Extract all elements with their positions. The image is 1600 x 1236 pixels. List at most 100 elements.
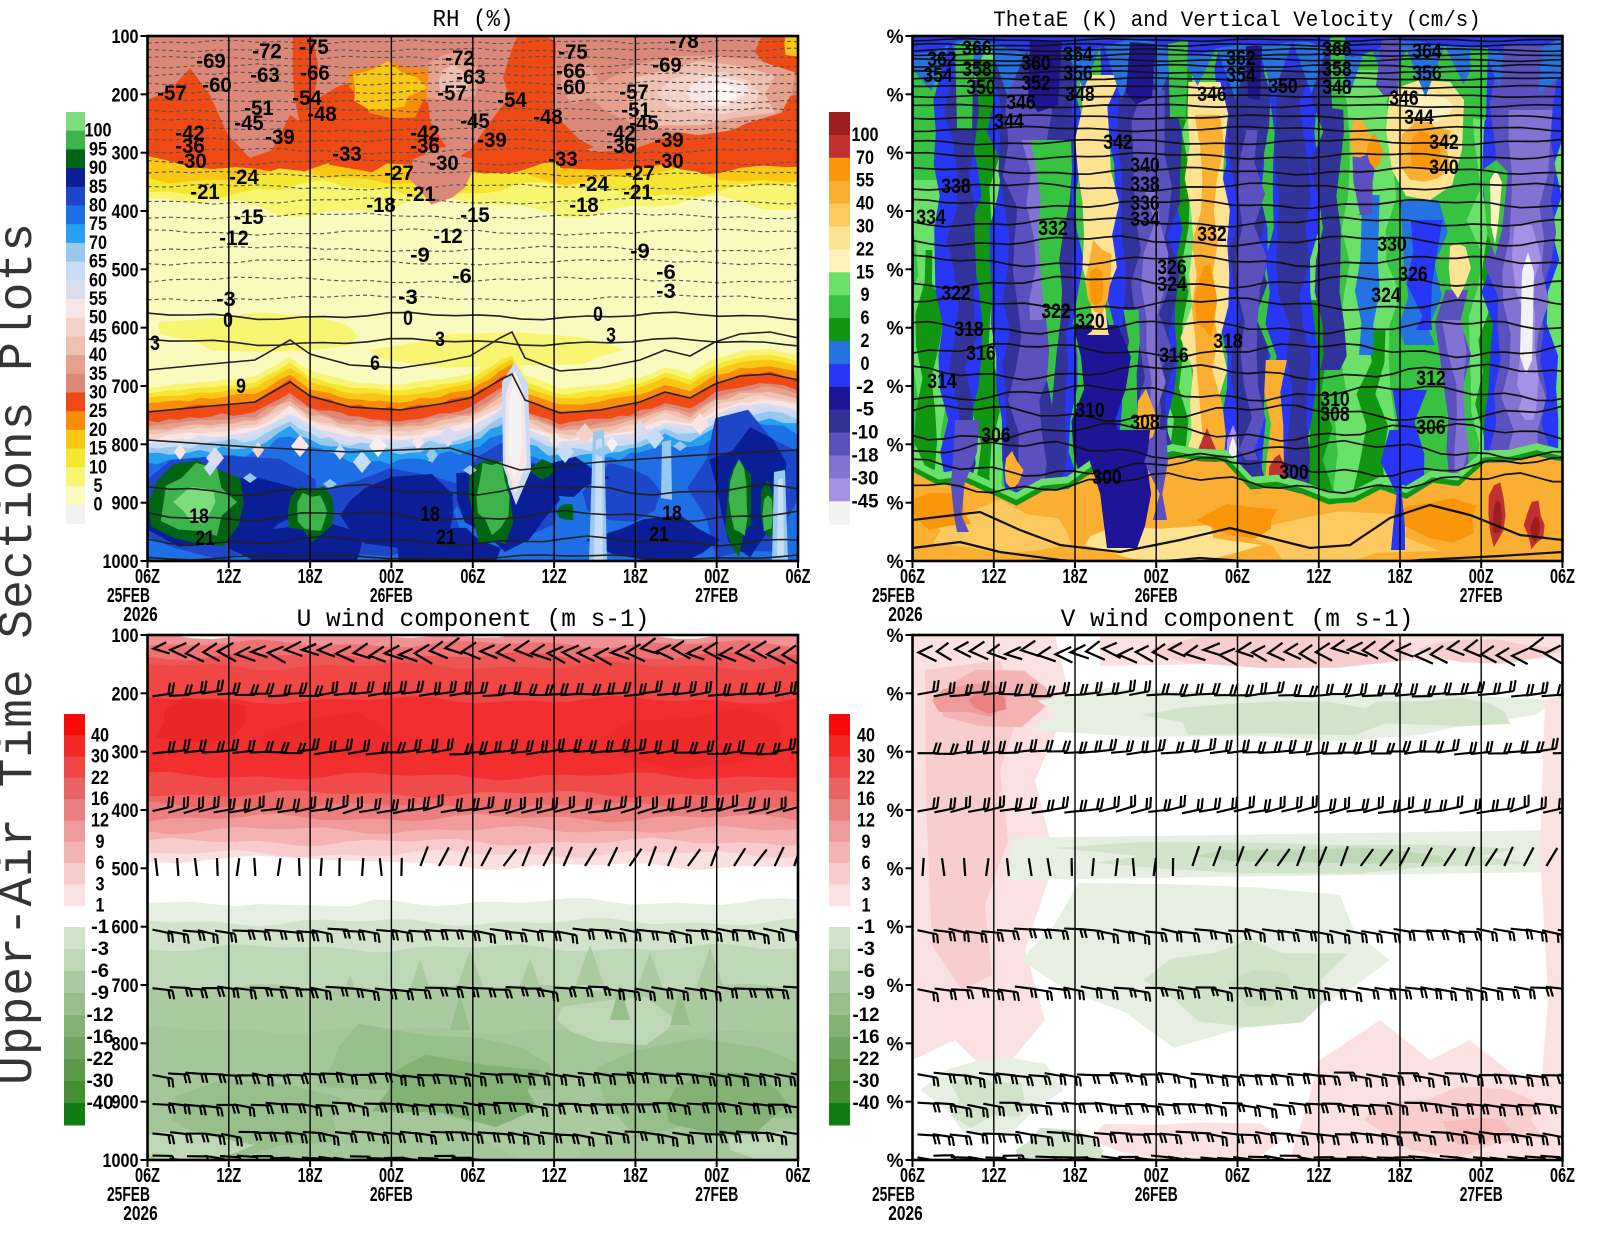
svg-text:354: 354 bbox=[1226, 64, 1256, 87]
svg-text:-27: -27 bbox=[625, 162, 654, 185]
svg-text:0: 0 bbox=[403, 307, 413, 330]
svg-text:-10: -10 bbox=[852, 423, 879, 444]
svg-text:500: 500 bbox=[112, 260, 139, 281]
svg-text:332: 332 bbox=[1038, 217, 1067, 240]
svg-text:12Z: 12Z bbox=[981, 1165, 1006, 1187]
svg-text:-9: -9 bbox=[410, 244, 430, 267]
svg-text:%: % bbox=[887, 552, 904, 573]
svg-text:27FEB: 27FEB bbox=[695, 1184, 738, 1206]
svg-text:21: 21 bbox=[436, 526, 456, 549]
svg-text:358: 358 bbox=[962, 58, 992, 81]
svg-text:334: 334 bbox=[916, 206, 946, 229]
svg-text:%: % bbox=[887, 144, 904, 165]
svg-text:18Z: 18Z bbox=[623, 1165, 648, 1187]
svg-text:366: 366 bbox=[962, 37, 991, 60]
svg-text:-22: -22 bbox=[853, 1049, 880, 1070]
svg-text:-24: -24 bbox=[229, 166, 259, 189]
svg-text:60: 60 bbox=[89, 270, 107, 291]
svg-text:0: 0 bbox=[223, 309, 233, 332]
svg-text:-18: -18 bbox=[852, 446, 879, 467]
svg-text:%: % bbox=[887, 1093, 904, 1114]
svg-text:700: 700 bbox=[112, 976, 139, 997]
svg-text:600: 600 bbox=[112, 918, 139, 939]
svg-text:-30: -30 bbox=[429, 152, 458, 175]
svg-text:25FEB: 25FEB bbox=[107, 1184, 150, 1206]
svg-text:-60: -60 bbox=[202, 74, 231, 97]
svg-text:-36: -36 bbox=[175, 135, 204, 158]
svg-text:16: 16 bbox=[857, 789, 875, 810]
svg-text:50: 50 bbox=[89, 308, 107, 329]
svg-text:18Z: 18Z bbox=[1388, 566, 1413, 588]
svg-text:Upper-Air Time Sections Plots: Upper-Air Time Sections Plots bbox=[0, 223, 46, 1085]
svg-text:-16: -16 bbox=[87, 1027, 114, 1048]
svg-text:35: 35 bbox=[89, 364, 107, 385]
svg-text:-6: -6 bbox=[452, 265, 472, 288]
svg-text:350: 350 bbox=[966, 76, 995, 99]
svg-text:12Z: 12Z bbox=[216, 566, 241, 588]
svg-text:3: 3 bbox=[96, 874, 105, 895]
svg-text:-5: -5 bbox=[856, 400, 874, 421]
svg-text:%: % bbox=[887, 202, 904, 223]
svg-text:800: 800 bbox=[112, 1034, 139, 1055]
svg-text:-57: -57 bbox=[619, 81, 648, 104]
svg-text:356: 356 bbox=[1063, 62, 1092, 85]
svg-text:40: 40 bbox=[89, 345, 107, 366]
svg-text:6: 6 bbox=[862, 853, 871, 874]
svg-text:22: 22 bbox=[91, 768, 109, 789]
svg-text:2026: 2026 bbox=[123, 604, 157, 626]
svg-text:06Z: 06Z bbox=[900, 566, 925, 588]
svg-text:25FEB: 25FEB bbox=[872, 585, 915, 607]
svg-text:18: 18 bbox=[420, 503, 440, 526]
svg-text:306: 306 bbox=[1416, 416, 1445, 439]
svg-text:300: 300 bbox=[112, 743, 139, 764]
svg-text:26FEB: 26FEB bbox=[370, 1184, 413, 1206]
svg-text:2: 2 bbox=[861, 331, 870, 352]
svg-text:356: 356 bbox=[1412, 62, 1441, 85]
svg-text:-63: -63 bbox=[250, 64, 279, 87]
svg-text:-1: -1 bbox=[857, 917, 875, 938]
svg-text:06Z: 06Z bbox=[135, 566, 160, 588]
svg-text:%: % bbox=[887, 976, 904, 997]
svg-text:15: 15 bbox=[89, 439, 107, 460]
svg-text:40: 40 bbox=[91, 725, 109, 746]
svg-text:12Z: 12Z bbox=[542, 566, 567, 588]
svg-text:362: 362 bbox=[927, 48, 956, 71]
svg-text:310: 310 bbox=[1320, 388, 1349, 411]
svg-text:344: 344 bbox=[1404, 106, 1434, 129]
svg-text:30: 30 bbox=[856, 217, 874, 238]
svg-text:-30: -30 bbox=[852, 468, 879, 489]
svg-text:-2: -2 bbox=[856, 377, 874, 398]
svg-text:-48: -48 bbox=[307, 103, 337, 126]
svg-text:-18: -18 bbox=[569, 194, 599, 217]
svg-text:-30: -30 bbox=[853, 1071, 880, 1092]
svg-text:6: 6 bbox=[370, 352, 380, 375]
svg-text:%: % bbox=[887, 85, 904, 106]
svg-text:-39: -39 bbox=[477, 129, 506, 152]
svg-text:400: 400 bbox=[112, 202, 139, 223]
svg-text:90: 90 bbox=[89, 158, 107, 179]
svg-text:-16: -16 bbox=[853, 1027, 880, 1048]
svg-text:-57: -57 bbox=[437, 82, 466, 105]
svg-text:12: 12 bbox=[857, 811, 875, 832]
svg-text:332: 332 bbox=[1197, 223, 1226, 246]
svg-text:-3: -3 bbox=[216, 288, 236, 311]
svg-text:26FEB: 26FEB bbox=[1135, 1184, 1178, 1206]
svg-text:318: 318 bbox=[1213, 330, 1243, 353]
svg-text:12Z: 12Z bbox=[1306, 1165, 1331, 1187]
svg-text:-22: -22 bbox=[87, 1049, 114, 1070]
svg-text:%: % bbox=[887, 494, 904, 515]
svg-text:3: 3 bbox=[606, 324, 616, 347]
svg-text:344: 344 bbox=[994, 110, 1024, 133]
svg-text:12Z: 12Z bbox=[216, 1165, 241, 1187]
svg-text:55: 55 bbox=[89, 289, 107, 310]
svg-text:25FEB: 25FEB bbox=[872, 1184, 915, 1206]
svg-text:348: 348 bbox=[1322, 76, 1352, 99]
svg-text:12Z: 12Z bbox=[1306, 566, 1331, 588]
svg-text:-6: -6 bbox=[857, 961, 875, 982]
svg-text:22: 22 bbox=[856, 239, 874, 260]
svg-text:362: 362 bbox=[1226, 47, 1255, 70]
svg-text:338: 338 bbox=[941, 175, 971, 198]
svg-text:200: 200 bbox=[112, 684, 139, 705]
svg-text:30: 30 bbox=[89, 383, 107, 404]
svg-text:352: 352 bbox=[1021, 72, 1050, 95]
